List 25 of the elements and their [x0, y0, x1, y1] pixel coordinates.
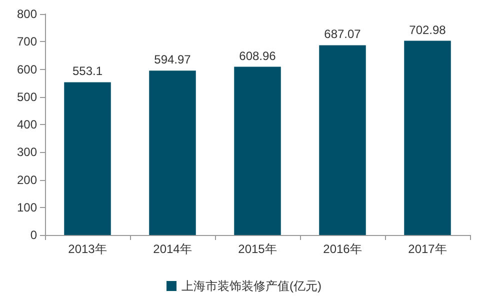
x-tick-label: 2017年: [408, 242, 447, 256]
data-label: 594.97: [154, 52, 192, 67]
bar: [404, 40, 451, 235]
x-tick-label: 2013年: [68, 242, 107, 256]
data-label: 553.1: [72, 64, 103, 78]
bar: [234, 66, 281, 235]
x-tick-label: 2016年: [323, 242, 362, 256]
y-tick-label: 800: [16, 7, 38, 21]
data-label: 702.98: [409, 22, 446, 37]
y-tick-label: 400: [16, 118, 38, 132]
y-tick-label: 300: [16, 145, 38, 160]
data-label: 608.96: [239, 48, 276, 63]
bar: [319, 45, 366, 235]
y-tick-label: 500: [16, 90, 38, 104]
y-tick-label: 200: [16, 172, 38, 187]
bar: [149, 70, 196, 235]
y-tick-label: 100: [16, 200, 38, 214]
y-tick-label: 0: [30, 228, 38, 242]
legend-label: 上海市装饰装修产值(亿元): [182, 279, 322, 293]
x-tick-label: 2014年: [153, 242, 192, 256]
x-tick-label: 2015年: [238, 242, 277, 256]
bar: [64, 82, 111, 235]
data-label: 687.07: [324, 27, 362, 42]
y-tick-label: 600: [16, 62, 38, 76]
y-tick-label: 700: [16, 34, 38, 49]
